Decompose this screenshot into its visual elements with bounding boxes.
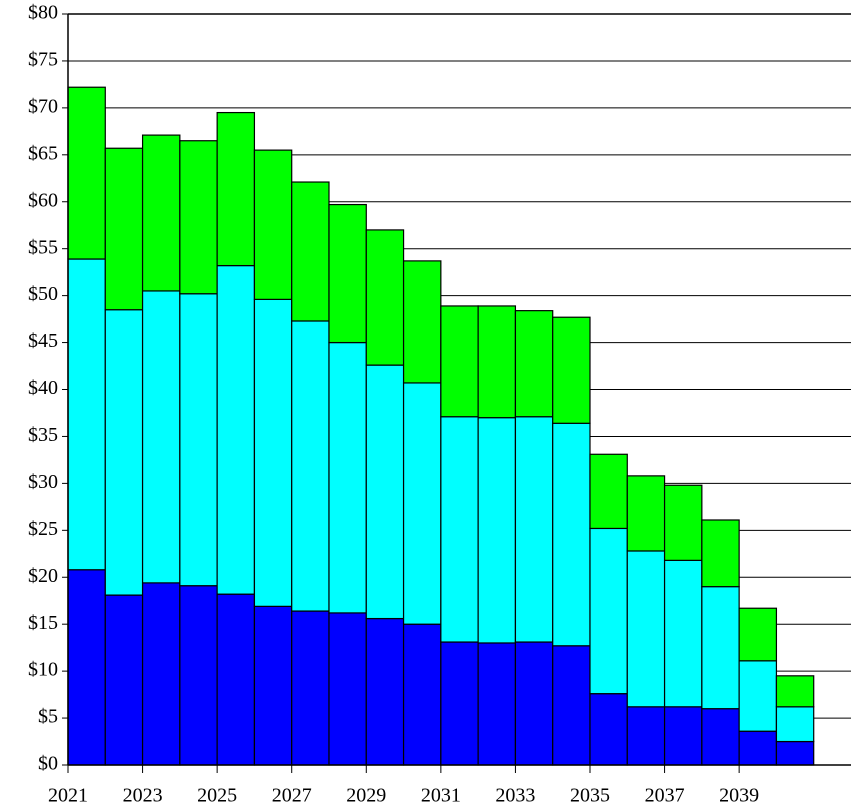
bar-segment bbox=[365, 229, 405, 366]
bar-segment bbox=[477, 417, 517, 644]
bar-segment bbox=[67, 569, 106, 766]
x-tick-label: 2033 bbox=[495, 785, 535, 807]
y-tick-label: $15 bbox=[28, 612, 58, 634]
bar-segment bbox=[514, 310, 554, 418]
bar-segment bbox=[552, 316, 591, 424]
bar-segment bbox=[440, 416, 479, 643]
bar-segment bbox=[552, 645, 591, 766]
bar-segment bbox=[216, 111, 256, 267]
bar-segment bbox=[67, 258, 106, 571]
bar-segment bbox=[253, 298, 293, 607]
bar-segment bbox=[663, 484, 703, 561]
bar-segment bbox=[626, 550, 666, 708]
x-tick-label: 2039 bbox=[719, 785, 759, 807]
bar-segment bbox=[365, 364, 405, 620]
bar-segment bbox=[402, 260, 442, 384]
bar-segment bbox=[141, 290, 181, 584]
x-tick-label: 2023 bbox=[123, 785, 163, 807]
bar-segment bbox=[328, 341, 367, 614]
y-tick-label: $40 bbox=[28, 377, 58, 399]
bar-segment bbox=[216, 593, 256, 766]
bar-segment bbox=[104, 594, 144, 766]
y-tick-label: $20 bbox=[28, 565, 58, 587]
y-tick-label: $5 bbox=[38, 706, 58, 728]
bar-segment bbox=[589, 527, 628, 695]
bar-segment bbox=[291, 610, 330, 766]
y-tick-label: $60 bbox=[28, 189, 58, 211]
bar-segment bbox=[179, 585, 218, 766]
bar-segment bbox=[104, 147, 144, 311]
y-tick-label: $70 bbox=[28, 95, 58, 117]
bar-segment bbox=[514, 641, 554, 766]
bar-segment bbox=[328, 203, 367, 344]
bar-segment bbox=[291, 320, 330, 612]
y-tick-label: $65 bbox=[28, 142, 58, 164]
bar-segment bbox=[663, 706, 703, 766]
bar-segment bbox=[67, 86, 106, 260]
bar-segment bbox=[701, 586, 740, 710]
y-tick-label: $25 bbox=[28, 518, 58, 540]
bar-segment bbox=[365, 617, 405, 766]
bar-segment bbox=[589, 453, 628, 530]
bar-segment bbox=[440, 305, 479, 418]
bar-segment bbox=[141, 134, 181, 292]
bar-segment bbox=[514, 416, 554, 643]
x-tick-label: 2029 bbox=[346, 785, 386, 807]
y-tick-label: $75 bbox=[28, 49, 58, 71]
y-tick-label: $0 bbox=[38, 753, 58, 775]
bar-segment bbox=[477, 305, 517, 419]
y-tick-label: $80 bbox=[28, 2, 58, 24]
bar-segment bbox=[775, 706, 815, 743]
x-tick-label: 2021 bbox=[48, 785, 88, 807]
bar-segment bbox=[141, 582, 181, 766]
bar-segment bbox=[328, 612, 367, 766]
bar-segment bbox=[440, 641, 479, 766]
x-tick-label: 2027 bbox=[272, 785, 312, 807]
bar-segment bbox=[552, 422, 591, 647]
y-tick-label: $30 bbox=[28, 471, 58, 493]
bar-segment bbox=[402, 623, 442, 766]
bar-segment bbox=[477, 642, 517, 766]
bar-segment bbox=[738, 607, 778, 662]
bar-segment bbox=[626, 706, 666, 766]
bar-segment bbox=[626, 475, 666, 552]
x-tick-label: 2035 bbox=[570, 785, 610, 807]
bar-segment bbox=[402, 382, 442, 625]
bar-segment bbox=[663, 559, 703, 708]
bar-segment bbox=[291, 181, 330, 322]
x-tick-label: 2037 bbox=[645, 785, 685, 807]
bar-segment bbox=[775, 740, 815, 766]
bar-segment bbox=[589, 693, 628, 766]
bar-segment bbox=[179, 293, 218, 587]
bar-segment bbox=[701, 519, 740, 588]
bar-segment bbox=[738, 660, 778, 732]
bar-segment bbox=[775, 675, 815, 708]
x-tick-label: 2031 bbox=[421, 785, 461, 807]
y-tick-label: $50 bbox=[28, 283, 58, 305]
bar-segment bbox=[216, 264, 256, 595]
y-tick-label: $10 bbox=[28, 659, 58, 681]
y-tick-label: $35 bbox=[28, 424, 58, 446]
y-tick-label: $55 bbox=[28, 236, 58, 258]
bar-segment bbox=[253, 149, 293, 300]
bar-segment bbox=[179, 140, 218, 295]
bar-segment bbox=[253, 605, 293, 766]
bar-segment bbox=[701, 708, 740, 766]
y-tick-label: $45 bbox=[28, 330, 58, 352]
bar-segment bbox=[738, 730, 778, 766]
x-tick-label: 2025 bbox=[197, 785, 237, 807]
bar-segment bbox=[104, 309, 144, 596]
